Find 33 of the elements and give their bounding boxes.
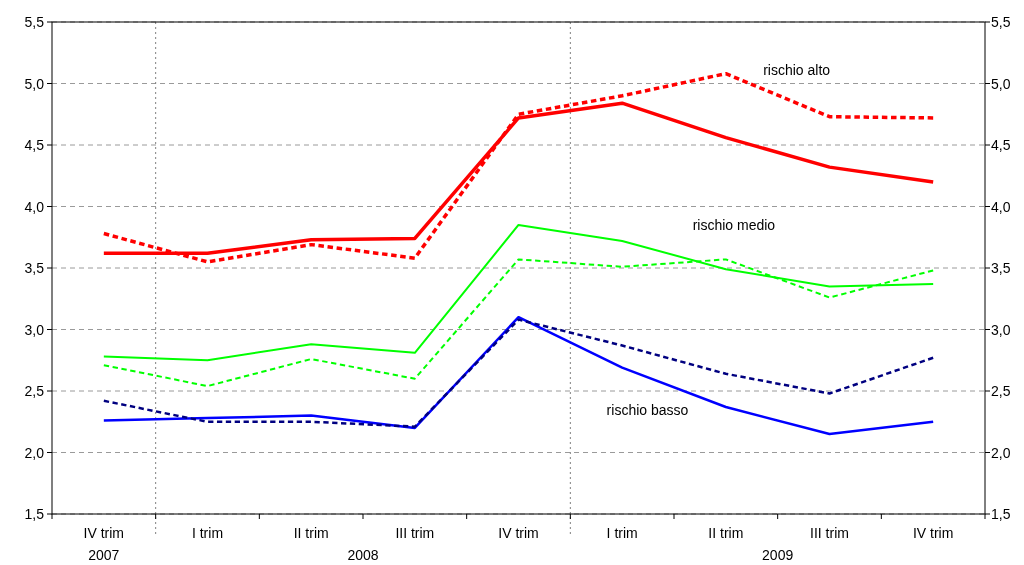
y2-tick-label: 1,5: [991, 506, 1011, 522]
y-tick-label: 3,5: [24, 260, 45, 276]
y-tick-label: 2,5: [24, 383, 45, 399]
y2-tick-label: 5,0: [991, 75, 1011, 92]
x-tick-label: II trim: [293, 525, 329, 541]
y-tick-label: 5,0: [24, 75, 45, 92]
y-tick-label: 5,5: [24, 14, 45, 30]
series-label: rischio medio: [692, 217, 776, 234]
y2-tick-label: 2,0: [991, 444, 1011, 461]
y-tick-label: 4,0: [24, 198, 45, 215]
y-tick-label: 3,0: [24, 321, 45, 338]
y2-tick-label: 4,5: [991, 137, 1011, 153]
x-tick-label: IV trim: [83, 525, 125, 541]
y-tick-label: 2,0: [24, 444, 45, 461]
x-tick-label: II trim: [708, 525, 744, 541]
y-tick-label: 1,5: [24, 506, 45, 522]
x-tick-label: IV trim: [498, 525, 539, 541]
series-label: rischio basso: [606, 402, 689, 419]
series-label: rischio alto: [763, 62, 831, 79]
x-tick-label: III trim: [395, 525, 435, 541]
y2-tick-label: 3,5: [991, 260, 1011, 276]
y2-tick-label: 2,5: [991, 383, 1011, 399]
x-tick-label: III trim: [810, 525, 849, 541]
text: 2009: [762, 547, 794, 563]
x-tick-label: IV trim: [912, 525, 954, 541]
y2-tick-label: 5,5: [991, 14, 1011, 30]
text: 2007: [88, 547, 120, 563]
y-tick-label: 4,5: [24, 137, 45, 153]
y2-tick-label: 4,0: [991, 198, 1011, 215]
text: 2008: [347, 547, 379, 563]
x-tick-label: I trim: [191, 525, 224, 541]
y2-tick-label: 3,0: [991, 321, 1011, 338]
x-tick-label: I trim: [606, 525, 638, 541]
